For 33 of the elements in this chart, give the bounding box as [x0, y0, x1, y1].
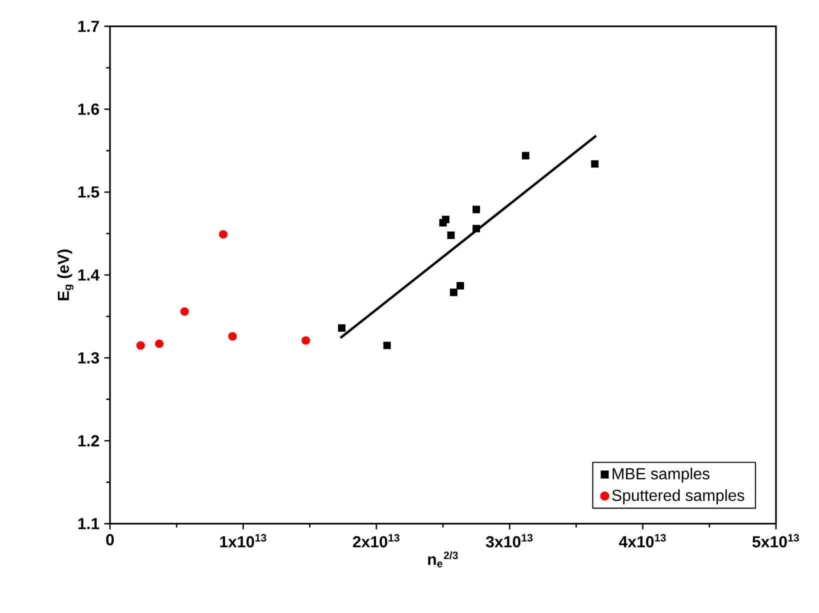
point	[591, 160, 599, 168]
y-axis-title: E$_{g}$ (eV)	[57, 250, 74, 300]
point	[136, 341, 145, 350]
x-tick-label: 1x10$^{13}$	[220, 534, 266, 548]
y-tick-label: 1.4	[78, 269, 100, 280]
point	[450, 288, 458, 296]
y-tick-label: 1.3	[78, 352, 100, 364]
y-tick-label: 1.5	[78, 186, 100, 198]
point	[383, 342, 391, 350]
x-tick-label: 4x10$^{13}$	[618, 534, 666, 548]
point	[472, 206, 480, 214]
point	[447, 231, 455, 239]
legend-label: Sputtered samples	[612, 489, 744, 504]
point	[472, 224, 480, 232]
y-tick-label: 1.6	[78, 104, 100, 115]
y-tick-label: 1.7	[78, 20, 99, 32]
point	[180, 307, 189, 316]
point	[302, 336, 310, 345]
x-tick-label: 5x10$^{13}$	[752, 534, 799, 548]
x-tick-label: 0	[106, 534, 114, 546]
x-tick-label: 2x10$^{13}$	[352, 534, 400, 548]
y-tick-label: 1.1	[78, 518, 100, 530]
point	[456, 282, 464, 290]
point	[442, 216, 450, 224]
point	[218, 230, 228, 239]
point	[155, 340, 164, 348]
legend-label: MBE samples	[612, 468, 710, 483]
point	[338, 324, 346, 332]
point	[228, 332, 237, 341]
x-axis-title: n$_{e}$2/3	[428, 551, 458, 568]
y-tick-label: 1.2	[78, 435, 99, 446]
point	[522, 152, 530, 160]
x-tick-label: 3x10$^{13}$	[486, 534, 533, 548]
